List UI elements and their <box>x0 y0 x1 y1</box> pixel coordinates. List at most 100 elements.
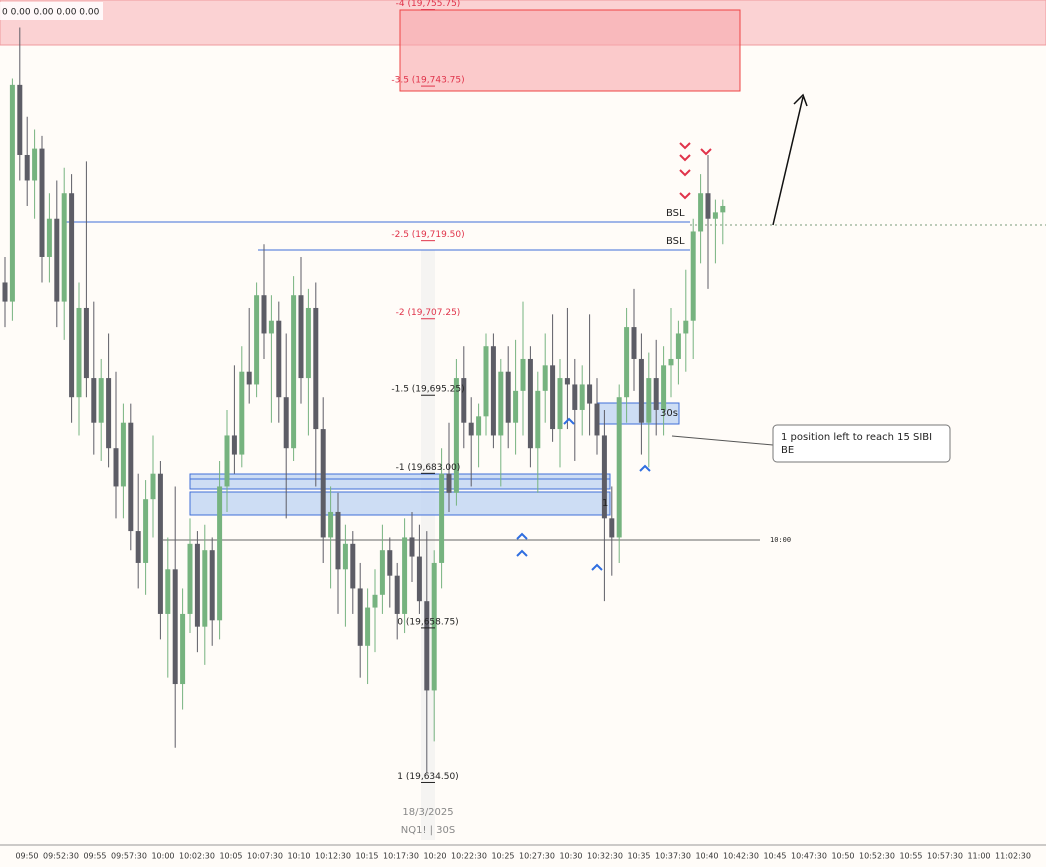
candle-body <box>194 543 200 627</box>
candle-body <box>83 307 89 379</box>
fib-label: -2.5 (19,719.50) <box>391 230 464 240</box>
candle-body <box>143 499 149 563</box>
candle-body <box>638 358 644 423</box>
candle-body <box>246 371 252 385</box>
range-strip <box>421 250 435 840</box>
bsl-label: BSL <box>666 236 685 247</box>
candle-body <box>187 543 193 614</box>
candle-body <box>298 295 304 379</box>
fvg-box <box>189 473 611 490</box>
fib-label: -1 (19,683.00) <box>396 463 461 473</box>
candle-body <box>705 193 711 219</box>
x-tick-label: 10:50 <box>831 852 854 861</box>
x-tick-label: 10:27:30 <box>519 852 555 861</box>
candle-body <box>239 371 245 455</box>
candle-body <box>91 378 97 423</box>
candle-body <box>320 429 326 538</box>
candle-body <box>120 422 126 487</box>
x-tick-label: 10:35 <box>627 852 650 861</box>
fib-label: 0 (19,658.75) <box>397 617 458 627</box>
x-tick-label: 11:02:30 <box>995 852 1031 861</box>
x-tick-label: 10:02:30 <box>179 852 215 861</box>
candle-body <box>365 607 371 646</box>
candle-body <box>690 231 696 321</box>
candle-body <box>372 594 378 608</box>
candle-body <box>587 384 593 404</box>
x-tick-label: 10:25 <box>491 852 514 861</box>
x-tick-label: 10:32:30 <box>587 852 623 861</box>
candle-body <box>342 543 348 570</box>
buy-markers <box>516 417 651 571</box>
candle-body <box>675 333 681 359</box>
candle-body <box>135 531 141 563</box>
candle-body <box>231 435 237 455</box>
candle-body <box>579 384 585 410</box>
candle-body <box>61 193 67 302</box>
candle-body <box>150 473 156 500</box>
candle-body <box>601 435 607 519</box>
status-text: 0 0.00 0.00 0.00 0.00 <box>2 8 100 18</box>
x-tick-label: 10:17:30 <box>383 852 419 861</box>
candle-body <box>446 473 452 493</box>
candle-body <box>313 307 319 430</box>
candle-body <box>76 307 82 398</box>
x-tick-label: 09:55 <box>83 852 106 861</box>
candle-body <box>291 295 297 449</box>
candles <box>2 27 726 774</box>
x-tick-label: 10:20 <box>423 852 446 861</box>
x-tick-label: 10:30 <box>559 852 582 861</box>
callout-text: 1 position left to reach 15 SIBI <box>781 432 932 443</box>
session-label: 10:00 <box>770 536 791 544</box>
arrow-head <box>793 93 808 107</box>
candle-body <box>17 84 23 155</box>
fib-label: -1.5 (19,695.25) <box>391 385 464 395</box>
x-tick-label: 09:50 <box>15 852 38 861</box>
x-tick-label: 10:00 <box>151 852 174 861</box>
candle-body <box>305 307 311 379</box>
candle-body <box>98 378 104 423</box>
candle-body <box>416 556 422 602</box>
candle-body <box>113 448 119 487</box>
candle-body <box>106 378 112 449</box>
x-tick-label: 09:57:30 <box>111 852 147 861</box>
candle-body <box>542 365 548 391</box>
fib-label: 1 (19,634.50) <box>397 772 458 782</box>
candle-body <box>698 193 704 232</box>
candle-body <box>513 390 519 423</box>
candle-body <box>283 397 289 449</box>
x-tick-label: 10:55 <box>899 852 922 861</box>
candle-body <box>453 378 459 493</box>
x-tick-label: 10:47:30 <box>791 852 827 861</box>
symbol-label: NQ1! | 30S <box>401 825 456 836</box>
candle-body <box>520 358 526 391</box>
candle-body <box>535 390 541 449</box>
candle-body <box>439 473 445 563</box>
x-tick-label: 10:07:30 <box>247 852 283 861</box>
candle-body <box>409 537 415 557</box>
x-tick-label: 10:42:30 <box>723 852 759 861</box>
candle-body <box>379 550 385 595</box>
candle-body <box>461 378 467 423</box>
fib-label: -3.5 (19,743.75) <box>391 76 464 86</box>
candle-body <box>720 205 726 213</box>
fvg-box <box>189 478 611 490</box>
candle-body <box>402 537 408 614</box>
candle-body <box>224 435 230 487</box>
candle-body <box>202 550 208 627</box>
callout <box>772 424 951 463</box>
fib-levels: -4 (19,755.75) -3.5 (19,743.75) -2.5 (19,7… <box>391 0 465 783</box>
candle-body <box>128 422 134 532</box>
candle-body <box>609 518 615 538</box>
x-tick-label: 10:22:30 <box>451 852 487 861</box>
x-tick-label: 09:52:30 <box>43 852 79 861</box>
candle-body <box>39 148 45 257</box>
candle-body <box>668 358 674 366</box>
candle-body <box>2 282 8 302</box>
x-axis-labels: 09:50 09:52:30 09:55 09:57:30 10:00 10:02:30 1… <box>15 852 1031 861</box>
candle-body <box>209 550 215 621</box>
x-tick-label: 10:52:30 <box>859 852 895 861</box>
candle-body <box>9 84 15 302</box>
candle-body <box>653 378 659 410</box>
